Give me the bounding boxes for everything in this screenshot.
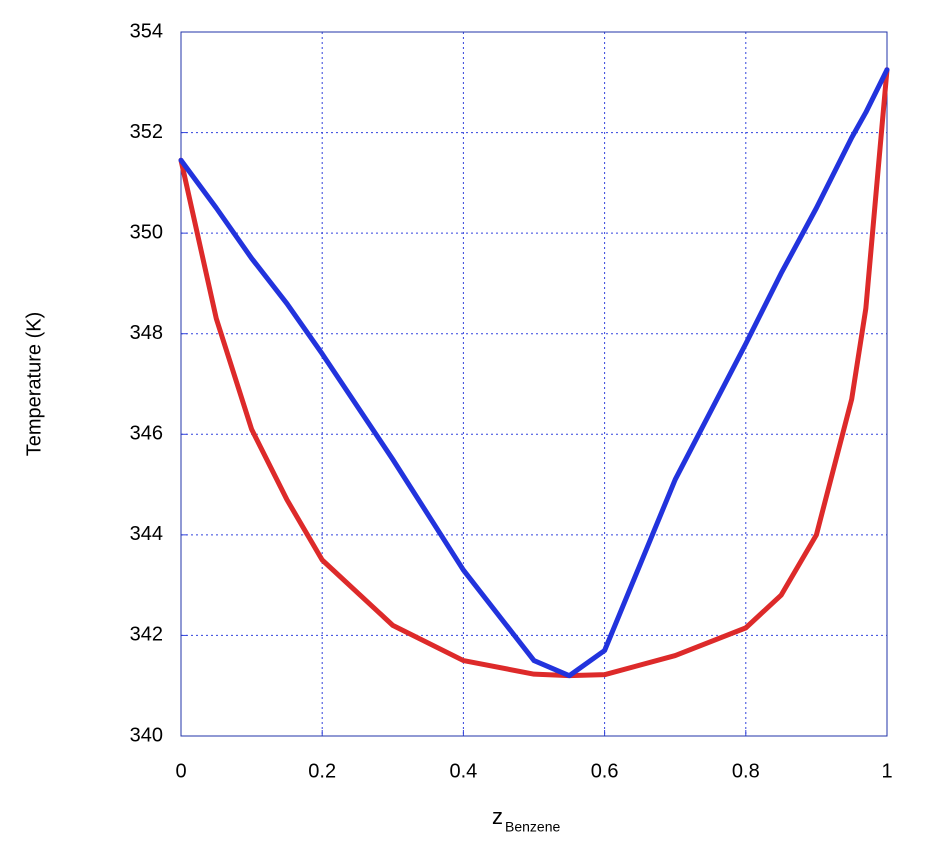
y-tick-label: 352 — [130, 121, 163, 143]
x-tick-label: 0.8 — [732, 760, 760, 782]
x-tick-label: 0.4 — [449, 760, 477, 782]
y-tick-label: 348 — [130, 322, 163, 344]
x-axis-label-subscript: Benzene — [505, 819, 560, 835]
plot-frame — [180, 31, 888, 737]
y-tick-label: 346 — [130, 423, 163, 445]
series-line — [178, 67, 890, 679]
x-axis-label: z — [492, 804, 503, 829]
y-tick-label: 340 — [130, 724, 163, 746]
y-tick-label: 354 — [130, 20, 163, 42]
x-tick-label: 0.6 — [591, 760, 619, 782]
y-tick-label: 350 — [130, 221, 163, 243]
series-line — [178, 67, 890, 679]
x-tick-label: 0 — [175, 760, 186, 782]
x-tick-label: 0.2 — [308, 760, 336, 782]
y-axis-label: Temperature (K) — [23, 312, 45, 457]
x-tick-label: 1 — [881, 760, 892, 782]
y-tick-label: 342 — [130, 624, 163, 646]
y-tick-label: 344 — [130, 523, 163, 545]
